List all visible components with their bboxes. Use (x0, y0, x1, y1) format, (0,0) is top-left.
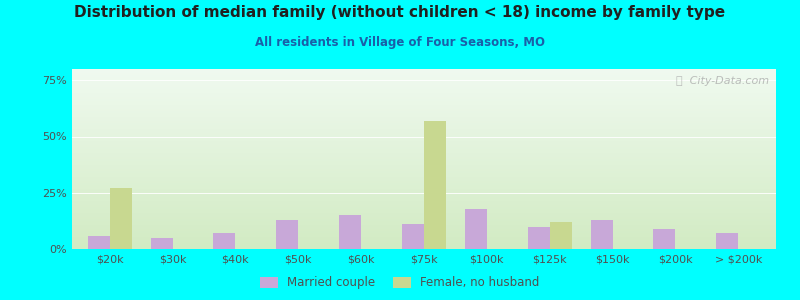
Bar (402, 224, 424, 249)
Bar (214, 233, 235, 249)
Legend: Married couple, Female, no husband: Married couple, Female, no husband (255, 272, 545, 294)
Text: Distribution of median family (without children < 18) income by family type: Distribution of median family (without c… (74, 4, 726, 20)
Bar (276, 220, 298, 249)
Bar (339, 215, 361, 249)
Text: All residents in Village of Four Seasons, MO: All residents in Village of Four Seasons… (255, 36, 545, 49)
Bar (550, 222, 572, 249)
Bar (465, 208, 487, 249)
Bar (528, 226, 550, 249)
Bar (424, 121, 446, 249)
Text: ⓘ  City-Data.com: ⓘ City-Data.com (676, 76, 769, 86)
Bar (110, 188, 132, 249)
Bar (654, 229, 675, 249)
Bar (88, 236, 110, 249)
Bar (150, 238, 173, 249)
Bar (716, 233, 738, 249)
Bar (590, 220, 613, 249)
